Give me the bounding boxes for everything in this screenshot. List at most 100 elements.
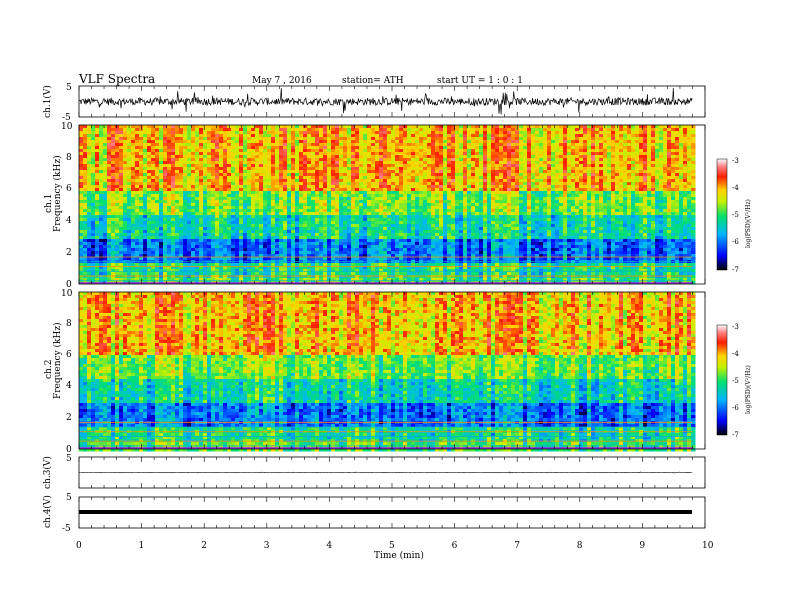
spectrogram-cell (387, 179, 392, 183)
spectrogram-cell (119, 161, 124, 165)
spectrogram-cell (339, 137, 344, 141)
spectrogram-cell (83, 236, 88, 240)
spectrogram-cell (387, 152, 392, 156)
spectrogram-cell (439, 128, 444, 132)
spectrogram-cell (147, 137, 152, 141)
spectrogram-cell (123, 149, 128, 153)
spectrogram-cell (107, 209, 112, 213)
spectrogram-cell (415, 191, 420, 195)
spectrogram-cell (267, 176, 272, 180)
spectrogram-cell (239, 251, 244, 255)
spectrogram-cell (243, 167, 248, 171)
spectrogram-cell (443, 212, 448, 216)
spectrogram-cell (263, 134, 268, 138)
spectrogram-cell (191, 242, 196, 246)
spectrogram-cell (379, 245, 384, 249)
spectrogram-cell (343, 275, 348, 279)
spectrogram-cell (147, 149, 152, 153)
spectrogram-cell (299, 137, 304, 141)
spectrogram-cell (215, 233, 220, 237)
spectrogram-cell (127, 251, 132, 255)
spectrogram-cell (327, 233, 332, 237)
spectrogram-cell (263, 143, 268, 147)
spectrogram-cell (307, 278, 312, 282)
spectrogram-cell (267, 254, 272, 258)
spectrogram-cell (119, 128, 124, 132)
spectrogram-cell (115, 140, 120, 144)
spectrogram-cell (267, 245, 272, 249)
spectrogram-cell (171, 278, 176, 282)
spectrogram-cell (159, 251, 164, 255)
spectrogram-cell (107, 161, 112, 165)
spectrogram-cell (327, 221, 332, 225)
spectrogram-cell (359, 263, 364, 267)
spectrogram-cell (83, 218, 88, 222)
spectrogram-cell (95, 176, 100, 180)
spectrogram-cell (151, 170, 156, 174)
spectrogram-cell (439, 182, 444, 186)
spectrogram-cell (383, 179, 388, 183)
spectrogram-cell (375, 221, 380, 225)
spectrogram-cell (419, 140, 424, 144)
spectrogram-cell (391, 173, 396, 177)
spectrogram-cell (399, 209, 404, 213)
spectrogram-cell (223, 137, 228, 141)
spectrogram-cell (275, 131, 280, 135)
spectrogram-cell (387, 137, 392, 141)
spectrogram-cell (387, 251, 392, 255)
spectrogram-cell (223, 269, 228, 273)
spectrogram-cell (107, 221, 112, 225)
spectrogram-cell (415, 278, 420, 282)
spectrogram-cell (147, 242, 152, 246)
spectrogram-cell (171, 152, 176, 156)
spectrogram-cell (127, 242, 132, 246)
spectrogram-cell (147, 161, 152, 165)
spectrogram-cell (179, 272, 184, 276)
spectrogram-cell (375, 179, 380, 183)
spectrogram-cell (343, 167, 348, 171)
spectrogram-cell (367, 143, 372, 147)
spectrogram-cell (79, 161, 84, 165)
spectrogram-cell (159, 215, 164, 219)
spectrogram-cell (191, 131, 196, 135)
spectrogram-cell (163, 233, 168, 237)
spectrogram-cell (315, 269, 320, 273)
spectrogram-cell (423, 146, 428, 150)
spectrogram-cell (95, 164, 100, 168)
spectrogram-cell (91, 158, 96, 162)
spectrogram-cell (291, 263, 296, 267)
spectrogram-cell (355, 155, 360, 159)
spectrogram-cell (295, 200, 300, 204)
spectrogram-cell (271, 278, 276, 282)
spectrogram-cell (391, 131, 396, 135)
spectrogram-cell (179, 263, 184, 267)
spectrogram-cell (163, 239, 168, 243)
spectrogram-cell (343, 128, 348, 132)
spectrogram-cell (259, 263, 264, 267)
spectrogram-cell (391, 185, 396, 189)
spectrogram-cell (287, 263, 292, 267)
spectrogram-cell (359, 158, 364, 162)
spectrogram-cell (79, 233, 84, 237)
spectrogram-cell (359, 212, 364, 216)
spectrogram-cell (239, 155, 244, 159)
spectrogram-cell (355, 158, 360, 162)
spectrogram-cell (243, 146, 248, 150)
spectrogram-cell (243, 143, 248, 147)
spectrogram-cell (347, 209, 352, 213)
spectrogram-cell (419, 149, 424, 153)
spectrogram-cell (215, 197, 220, 201)
spectrogram-cell (315, 194, 320, 198)
spectrogram-cell (399, 197, 404, 201)
spectrogram-cell (139, 275, 144, 279)
spectrogram-cell (107, 194, 112, 198)
spectrogram-cell (179, 155, 184, 159)
spectrogram-cell (423, 254, 428, 258)
spectrogram-cell (87, 128, 92, 132)
spectrogram-cell (239, 263, 244, 267)
spectrogram-cell (95, 152, 100, 156)
spectrogram-cell (107, 275, 112, 279)
spectrogram-cell (95, 173, 100, 177)
spectrogram-cell (155, 149, 160, 153)
spectrogram-cell (331, 239, 336, 243)
